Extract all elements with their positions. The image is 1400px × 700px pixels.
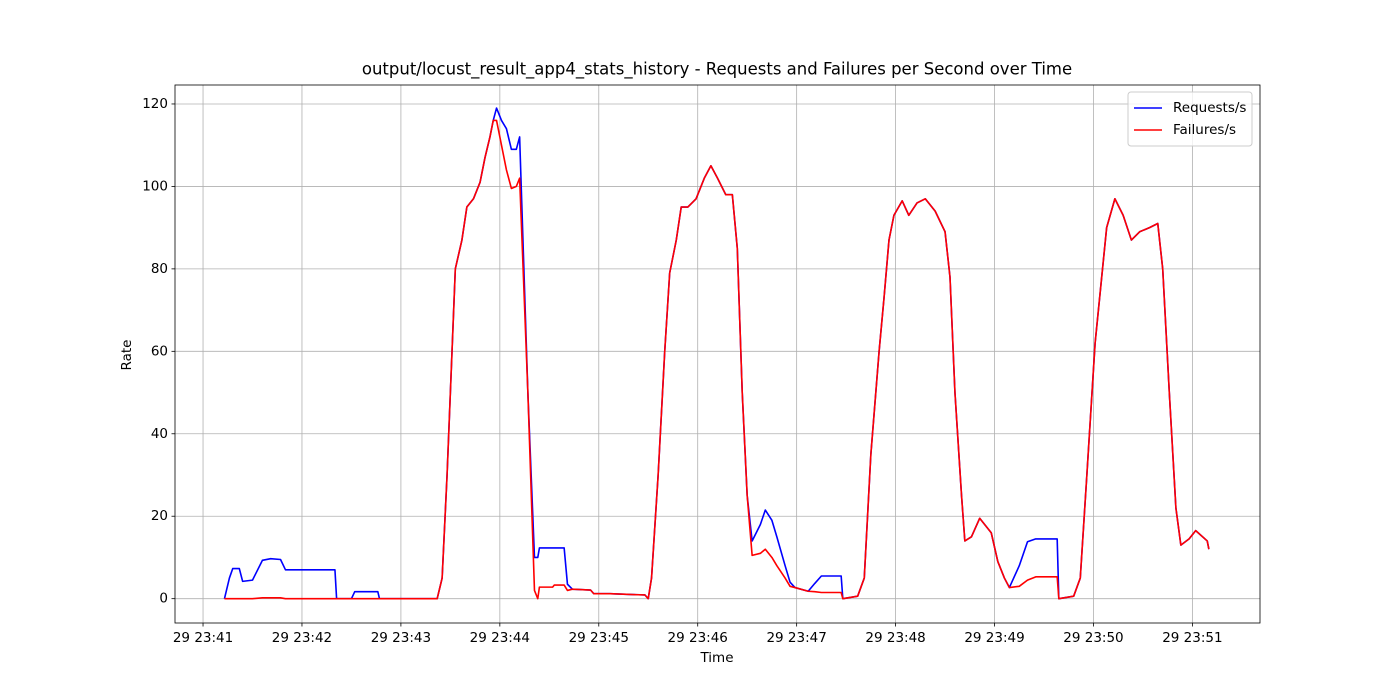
chart-title: output/locust_result_app4_stats_history … — [362, 60, 1072, 80]
x-tick-label: 29 23:49 — [964, 630, 1024, 646]
x-tick-label: 29 23:47 — [766, 630, 826, 646]
y-tick-label: 20 — [151, 508, 168, 524]
x-axis-label: Time — [699, 650, 733, 666]
x-tick-label: 29 23:51 — [1162, 630, 1222, 646]
legend-label: Failures/s — [1173, 122, 1236, 138]
y-tick-label: 40 — [151, 426, 168, 442]
x-tick-label: 29 23:48 — [865, 630, 925, 646]
x-tick-label: 29 23:42 — [272, 630, 332, 646]
x-tick-label: 29 23:46 — [668, 630, 728, 646]
y-tick-label: 0 — [159, 591, 168, 607]
y-tick-label: 80 — [151, 261, 168, 277]
y-tick-label: 100 — [142, 178, 168, 194]
legend: Requests/s Failures/s — [1127, 91, 1253, 147]
x-tick-label: 29 23:41 — [173, 630, 233, 646]
data-line — [224, 119, 1210, 600]
x-tick-label: 29 23:44 — [470, 630, 530, 646]
x-tick-label: 29 23:45 — [569, 630, 629, 646]
x-tick-label: 29 23:43 — [371, 630, 431, 646]
axes-frame — [174, 84, 1261, 624]
x-tick-label: 29 23:50 — [1063, 630, 1123, 646]
y-axis-label: Rate — [119, 340, 135, 371]
legend-label: Requests/s — [1173, 100, 1246, 116]
y-tick-label: 120 — [142, 96, 168, 112]
y-tick-label: 60 — [151, 343, 168, 359]
legend-box — [1127, 91, 1253, 147]
